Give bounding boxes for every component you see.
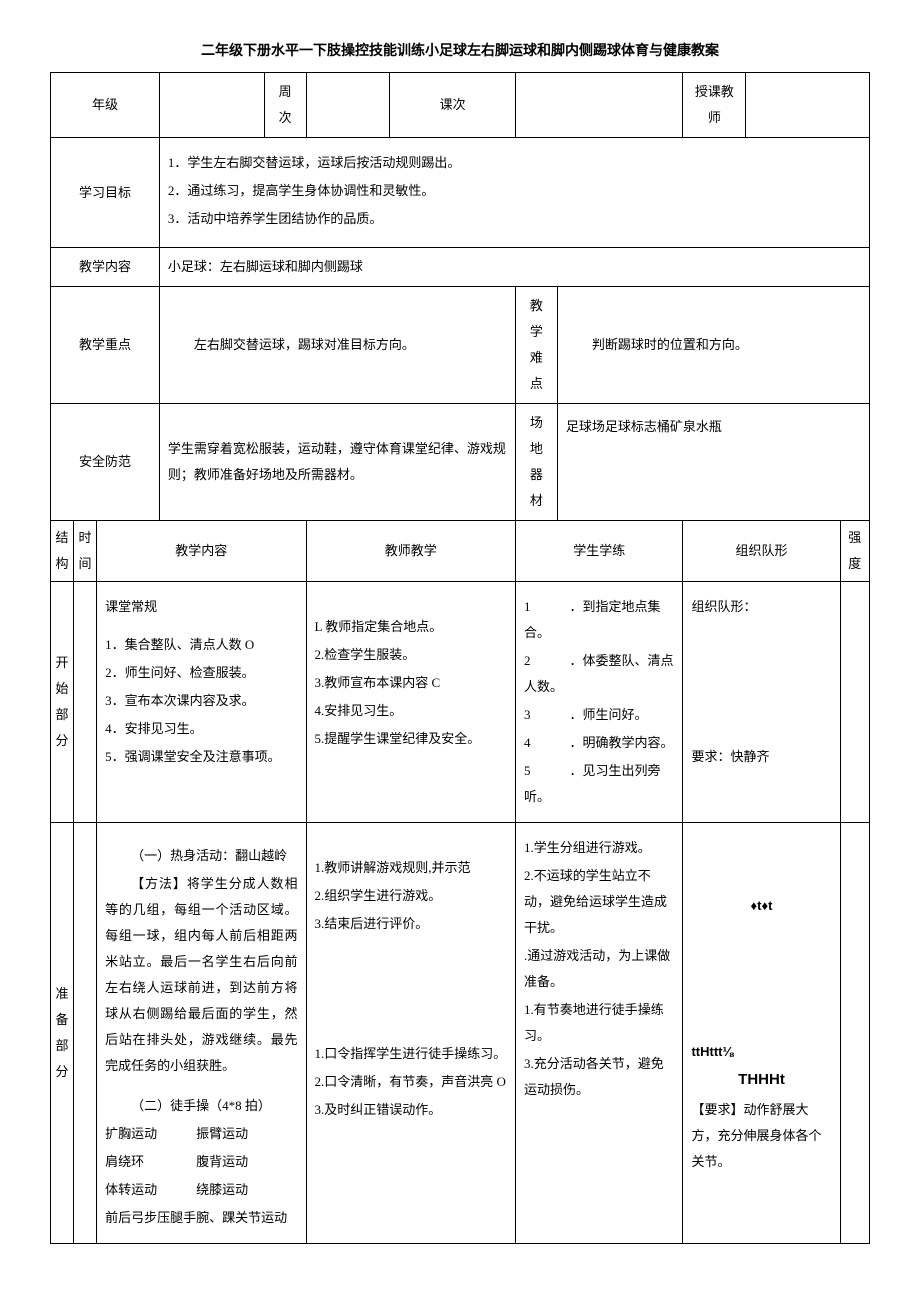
objectives-label: 学习目标 [51, 138, 160, 248]
objectives-row: 学习目标 1．学生左右脚交替运球，运球后按活动规则踢出。 2．通过练习，提高学生… [51, 138, 870, 248]
teacher-value [746, 73, 870, 138]
text-line: （二）徒手操（4*8 拍） [105, 1093, 297, 1119]
grade-label: 年级 [51, 73, 160, 138]
obj-item: 1．学生左右脚交替运球，运球后按活动规则踢出。 [168, 150, 861, 176]
text-line: 3.及时纠正错误动作。 [315, 1097, 507, 1123]
difficulty-text: 判断踢球时的位置和方向。 [557, 287, 869, 404]
column-header-row: 结构 时间 教学内容 教师教学 学生学练 组织队形 强度 [51, 521, 870, 582]
obj-item: 2．通过练习，提高学生身体协调性和灵敏性。 [168, 178, 861, 204]
s1-teacher: L 教师指定集合地点。 2.检查学生服装。 3.教师宣布本课内容 C 4.安排见… [306, 582, 515, 823]
lesson-plan-table: 年级 周次 课次 授课教师 学习目标 1．学生左右脚交替运球，运球后按活动规则踢… [50, 72, 870, 1244]
text-line: 前后弓步压腿手腕、踝关节运动 [105, 1205, 297, 1231]
keypoint-row: 教学重点 左右脚交替运球，踢球对准目标方向。 教学难点 判断踢球时的位置和方向。 [51, 287, 870, 404]
content-text: 小足球：左右脚运球和脚内侧踢球 [159, 248, 869, 287]
col-teacher: 教师教学 [306, 521, 515, 582]
s1-student: 1 ．到指定地点集合。 2 ．体委整队、清点人数。 3 ．师生问好。 4 ．明确… [515, 582, 683, 823]
text-line: 5．强调课堂安全及注意事项。 [105, 744, 297, 770]
section-prep-row: 准备部分 （一）热身活动：翻山越岭 【方法】将学生分成人数相等的几组，每组一个活… [51, 823, 870, 1244]
objectives-text: 1．学生左右脚交替运球，运球后按活动规则踢出。 2．通过练习，提高学生身体协调性… [159, 138, 869, 248]
section-name: 准备部分 [51, 823, 74, 1244]
s2-intensity [840, 823, 869, 1244]
col-structure: 结构 [51, 521, 74, 582]
week-label: 周次 [264, 73, 306, 138]
lesson-value [515, 73, 683, 138]
s2-student: 1.学生分组进行游戏。 2.不运球的学生站立不动，避免给运球学生造成干扰。 .通… [515, 823, 683, 1244]
text-line: 5.提醒学生课堂纪律及安全。 [315, 726, 507, 752]
obj-item: 3．活动中培养学生团结协作的品质。 [168, 206, 861, 232]
grade-value [159, 73, 264, 138]
text-line: 5 ．见习生出列旁听。 [524, 758, 675, 810]
text-line: 1.学生分组进行游戏。 [524, 835, 675, 861]
text-line: 2 ．体委整队、清点人数。 [524, 648, 675, 700]
section-time [74, 582, 97, 823]
text-line: 1.有节奏地进行徒手操练习。 [524, 997, 675, 1049]
safety-label: 安全防范 [51, 404, 160, 521]
text-line: 4.安排见习生。 [315, 698, 507, 724]
text-line: L 教师指定集合地点。 [315, 614, 507, 640]
text-line: 组织队形： [691, 594, 831, 620]
text-line: 要求：快静齐 [691, 744, 831, 770]
text-line: 3.教师宣布本课内容 C [315, 670, 507, 696]
text-line: 3.结束后进行评价。 [315, 911, 507, 937]
keypoint-label: 教学重点 [51, 287, 160, 404]
s1-formation: 组织队形： 要求：快静齐 [683, 582, 840, 823]
s1-intensity [840, 582, 869, 823]
text-line: 1.口令指挥学生进行徒手操练习。 [315, 1041, 507, 1067]
text-line: 1．集合整队、清点人数 O [105, 632, 297, 658]
keypoint-text: 左右脚交替运球，踢球对准目标方向。 [159, 287, 515, 404]
s2-teach-content: （一）热身活动：翻山越岭 【方法】将学生分成人数相等的几组，每组一个活动区域。每… [97, 823, 306, 1244]
header-row: 年级 周次 课次 授课教师 [51, 73, 870, 138]
col-formation: 组织队形 [683, 521, 840, 582]
text-line: （一）热身活动：翻山越岭 [105, 843, 297, 869]
text-line: 【方法】将学生分成人数相等的几组，每组一个活动区域。每组一球，组内每人前后相距两… [105, 871, 297, 1079]
lesson-label: 课次 [390, 73, 516, 138]
section-name: 开始部分 [51, 582, 74, 823]
text-line: 2.检查学生服装。 [315, 642, 507, 668]
col-student: 学生学练 [515, 521, 683, 582]
formation-symbol: THHHt [691, 1065, 831, 1095]
content-row: 教学内容 小足球：左右脚运球和脚内侧踢球 [51, 248, 870, 287]
text-line: 3 ．师生问好。 [524, 702, 675, 728]
s1-teach-content: 课堂常规 1．集合整队、清点人数 O 2．师生问好、检查服装。 3．宣布本次课内… [97, 582, 306, 823]
s2-formation: ♦t♦t ttHttt⅛ THHHt 【要求】动作舒展大方，充分伸展身体各个关节… [683, 823, 840, 1244]
text-line: 3.充分活动各关节，避免运动损伤。 [524, 1051, 675, 1103]
text-line: 2．师生问好、检查服装。 [105, 660, 297, 686]
text-line: 2.不运球的学生站立不动，避免给运球学生造成干扰。 [524, 863, 675, 941]
week-value [306, 73, 390, 138]
col-time: 时间 [74, 521, 97, 582]
text-line: 1.教师讲解游戏规则,并示范 [315, 855, 507, 881]
text-line: 【要求】动作舒展大方，充分伸展身体各个关节。 [691, 1097, 831, 1175]
safety-row: 安全防范 学生需穿着宽松服装，运动鞋，遵守体育课堂纪律、游戏规则；教师准备好场地… [51, 404, 870, 521]
col-teach-content: 教学内容 [97, 521, 306, 582]
text-line: 课堂常规 [105, 594, 297, 620]
text-line: 4 ．明确教学内容。 [524, 730, 675, 756]
formation-symbol: ♦t♦t [691, 893, 831, 919]
section-start-row: 开始部分 课堂常规 1．集合整队、清点人数 O 2．师生问好、检查服装。 3．宣… [51, 582, 870, 823]
col-intensity: 强度 [840, 521, 869, 582]
text-line: 体转运动 绕膝运动 [105, 1177, 297, 1203]
content-label: 教学内容 [51, 248, 160, 287]
text-line: 扩胸运动 振臂运动 [105, 1121, 297, 1147]
page-title: 二年级下册水平一下肢操控技能训练小足球左右脚运球和脚内侧踢球体育与健康教案 [50, 40, 870, 60]
difficulty-label: 教学难点 [515, 287, 557, 404]
safety-text: 学生需穿着宽松服装，运动鞋，遵守体育课堂纪律、游戏规则；教师准备好场地及所需器材… [159, 404, 515, 521]
text-line: 肩绕环 腹背运动 [105, 1149, 297, 1175]
equip-label: 场地器材 [515, 404, 557, 521]
text-line: .通过游戏活动，为上课做准备。 [524, 943, 675, 995]
text-line: 1 ．到指定地点集合。 [524, 594, 675, 646]
text-line: 4．安排见习生。 [105, 716, 297, 742]
s2-teacher: 1.教师讲解游戏规则,并示范 2.组织学生进行游戏。 3.结束后进行评价。 1.… [306, 823, 515, 1244]
formation-symbol: ttHttt⅛ [691, 1039, 831, 1065]
section-time [74, 823, 97, 1244]
text-line: 2.口令清晰，有节奏，声音洪亮 O [315, 1069, 507, 1095]
teacher-label: 授课教师 [683, 73, 746, 138]
equip-text: 足球场足球标志桶矿泉水瓶 [557, 404, 869, 521]
text-line: 2.组织学生进行游戏。 [315, 883, 507, 909]
text-line: 3．宣布本次课内容及求。 [105, 688, 297, 714]
